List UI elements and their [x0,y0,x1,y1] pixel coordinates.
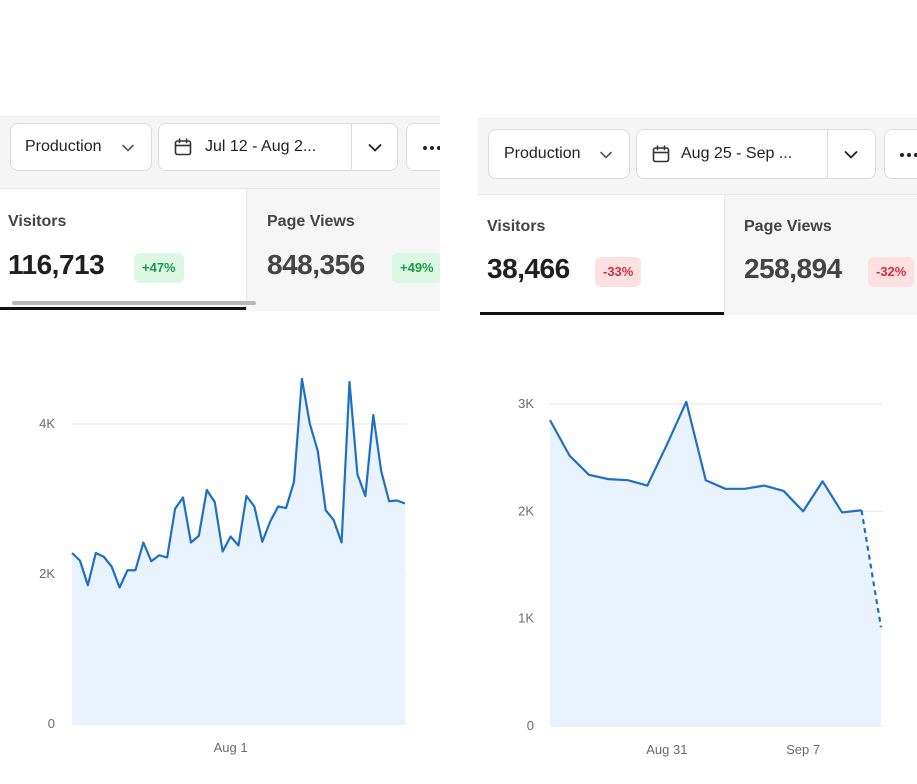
y-tick-label: 0 [48,716,55,731]
metrics-tabs: Visitors 38,466 -33% Page Views 258,894 … [478,194,917,315]
metric-value: 848,356 [267,249,365,280]
active-tab-indicator [480,312,724,315]
change-badge: +47% [134,253,184,283]
change-badge: -32% [868,257,915,287]
tab-page-views[interactable]: Page Views 848,356 +49% [246,189,440,311]
metric-label: Visitors [8,213,67,230]
panel-right: Production Aug 25 - Sep ... [478,0,917,784]
environment-label: Production [504,145,581,162]
tab-visitors[interactable]: Visitors 38,466 -33% [478,195,724,315]
y-tick-label: 2K [39,566,55,581]
chevron-down-icon [600,151,612,159]
metric-value: 116,713 [8,249,105,280]
date-range-divider [351,124,352,170]
series-line [71,377,406,589]
tab-visitors[interactable]: Visitors 116,713 +47% [0,189,246,311]
toolbar: Production Aug 25 - Sep ... [478,118,917,195]
more-options-button[interactable] [884,129,917,179]
x-tick-label: Sep 7 [786,742,820,757]
chart-area-fill [550,401,881,726]
active-tab-indicator [0,307,246,310]
date-range-divider [827,130,828,178]
date-range-label: Jul 12 - Aug 2... [205,138,317,155]
environment-label: Production [25,138,102,155]
environment-select[interactable]: Production [488,129,630,179]
panel-left: Production Jul 12 - Aug 2... [0,0,440,784]
chevron-down-icon[interactable] [367,140,383,156]
toolbar: Production Jul 12 - Aug 2... [0,116,440,189]
scrollbar[interactable] [12,301,256,305]
y-tick-label: 3K [518,396,534,411]
y-tick-label: 1K [518,611,534,626]
calendar-icon [174,138,192,156]
environment-select[interactable]: Production [10,123,152,171]
series-line-projected [860,510,883,628]
metric-label: Visitors [487,218,546,235]
more-options-button[interactable] [406,123,440,171]
date-range-picker[interactable]: Jul 12 - Aug 2... [158,123,398,171]
tab-page-views[interactable]: Page Views 258,894 -32% [724,195,917,315]
x-tick-label: Aug 1 [214,740,248,755]
date-range-picker[interactable]: Aug 25 - Sep ... [636,129,876,179]
more-horizontal-icon [900,153,917,157]
date-range-label: Aug 25 - Sep ... [681,145,793,162]
metric-value: 38,466 [487,253,570,284]
series-line [549,400,862,514]
metrics-tabs: Visitors 116,713 +47% Page Views 848,356… [0,188,440,311]
calendar-icon [652,145,670,163]
chart-area-fill [72,379,405,724]
metric-value: 258,894 [744,253,842,284]
x-tick-label: Aug 31 [646,742,687,757]
metric-label: Page Views [744,218,832,235]
change-badge: +49% [392,253,440,283]
visitors-chart: 0 1K 2K 3K Aug 31 Sep 7 [518,396,883,757]
more-horizontal-icon [423,146,440,150]
visitors-chart: 0 2K 4K Aug 1 [39,377,407,755]
chevron-down-icon [122,144,134,152]
y-tick-label: 0 [527,718,534,733]
metric-label: Page Views [267,213,355,230]
y-tick-label: 4K [39,416,55,431]
chevron-down-icon[interactable] [843,147,859,163]
y-tick-label: 2K [518,503,534,518]
change-badge: -33% [595,257,642,287]
